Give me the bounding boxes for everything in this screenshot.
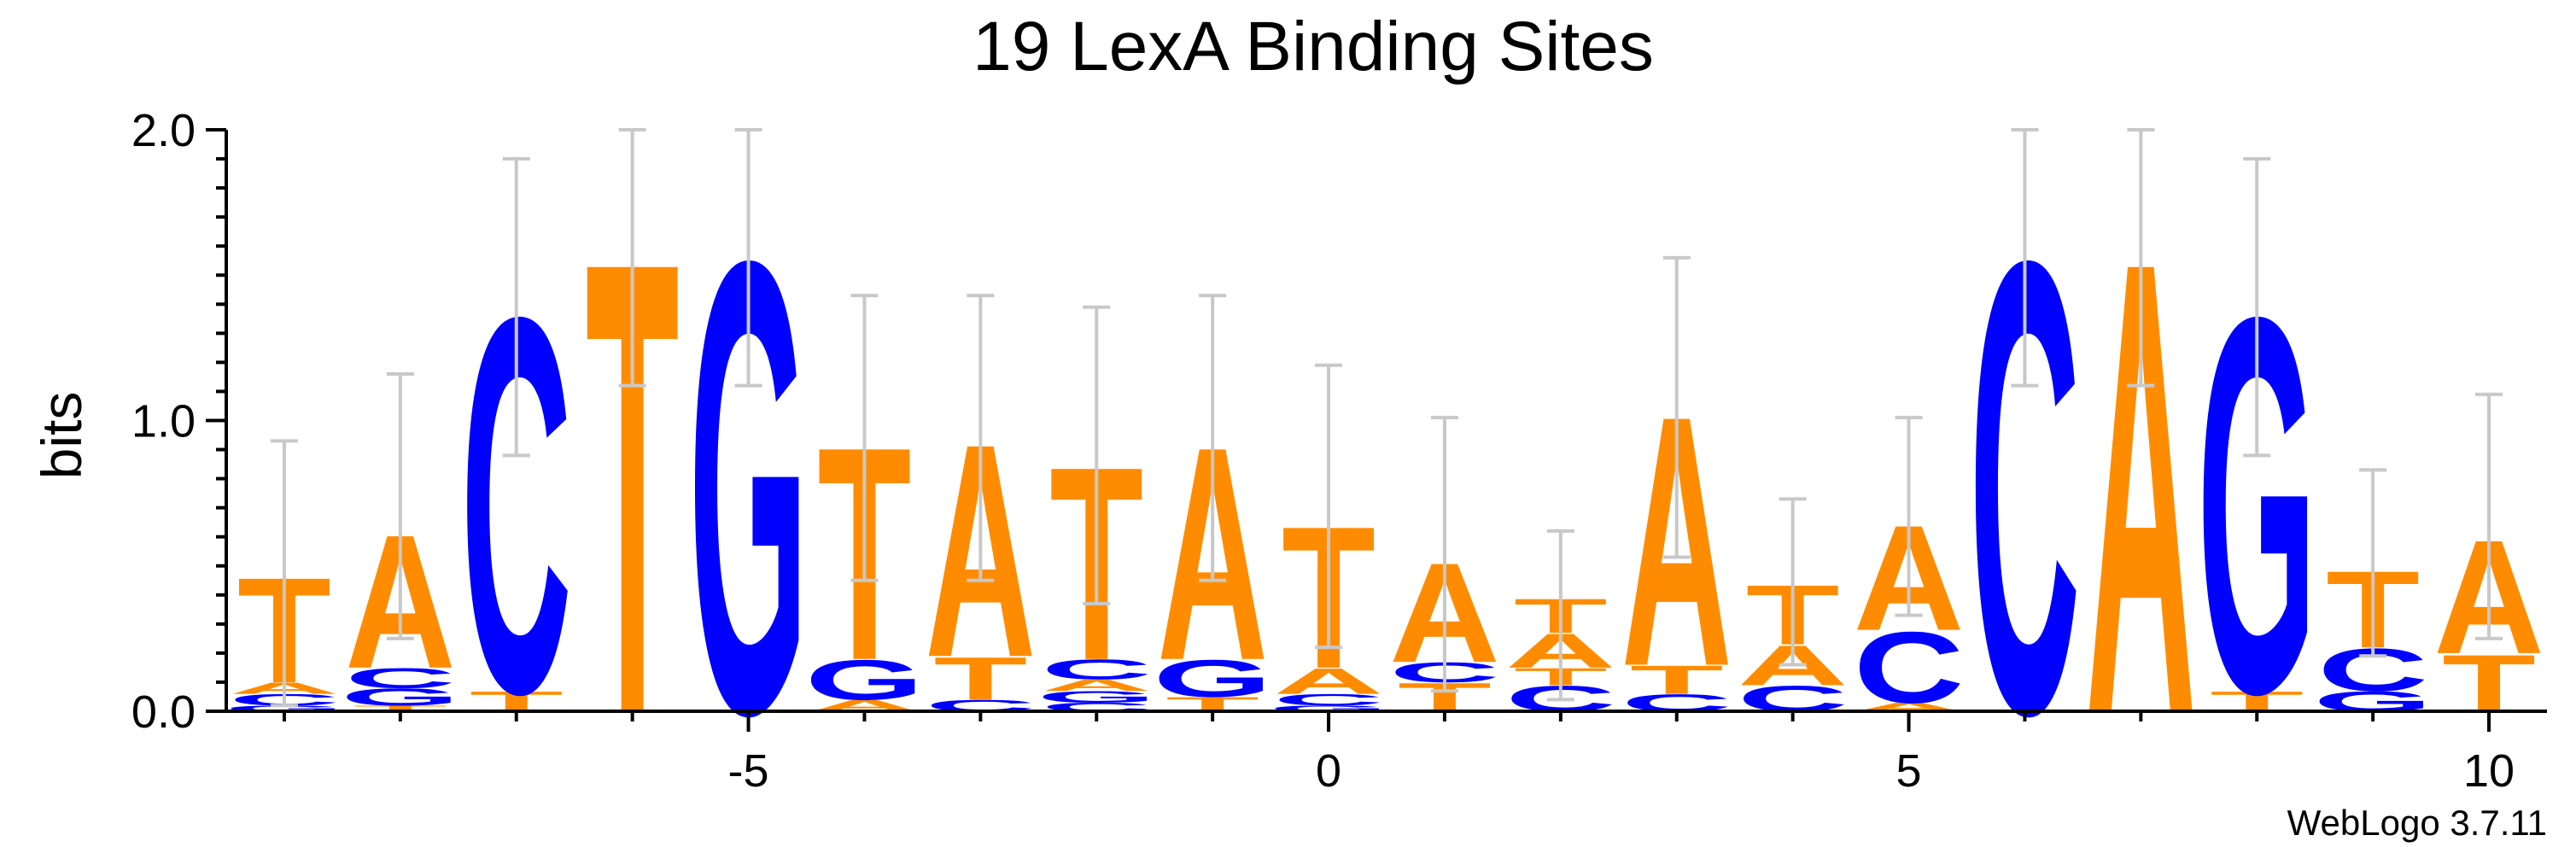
logo-letter: C: [345, 663, 456, 694]
error-bars: [270, 128, 2503, 708]
logo-letter: T: [933, 645, 1027, 713]
x-tick-label: -5: [728, 745, 769, 797]
y-axis-label: bits: [30, 392, 93, 480]
y-tick-label: 1.0: [131, 396, 196, 447]
x-tick-label: 5: [1896, 745, 1922, 797]
logo-letter: A: [1273, 661, 1384, 702]
logo-letter: T: [1630, 657, 1724, 703]
logo-letter: A: [1041, 676, 1152, 694]
logo-letter: G: [1153, 649, 1272, 708]
logo-letter: G: [804, 648, 924, 712]
logo-letter: C: [1854, 611, 1965, 725]
logo-letter: G: [341, 683, 460, 710]
logo-letter: G: [1269, 704, 1388, 713]
x-ticks: -5 0 5 10: [282, 711, 2515, 797]
y-tick-label: 2.0: [131, 105, 196, 156]
logo-letter: G: [225, 704, 344, 713]
letter-stacks: GCATTGCATCTGAGTCTACGACTTGAGCATTCACTATCTA…: [225, 127, 2544, 847]
y-tick-label: 0.0: [131, 686, 196, 738]
x-tick-label: 10: [2463, 745, 2515, 797]
logo-letter: C: [1041, 654, 1152, 686]
logo-letter: G: [1037, 688, 1156, 706]
logo-letter: T: [353, 704, 447, 713]
y-ticks: 0.0 1.0 2.0: [131, 105, 226, 738]
x-tick-label: 0: [1316, 745, 1341, 797]
chart-title: 19 LexA Binding Sites: [973, 8, 1654, 85]
logo-letter: C: [1273, 691, 1384, 709]
weblogo-version-label: WebLogo 3.7.11: [2287, 803, 2547, 843]
